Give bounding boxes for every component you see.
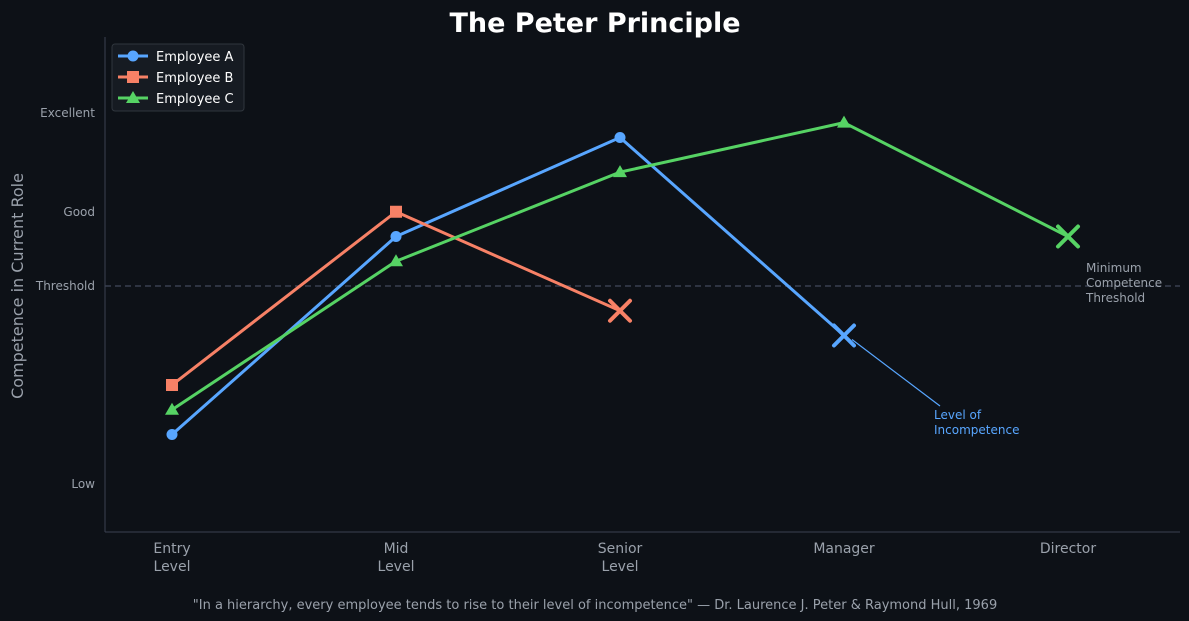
legend-swatch-marker [127, 71, 139, 83]
y-tick-label: Low [71, 477, 95, 491]
x-tick-label: Director [1040, 541, 1096, 557]
data-point [390, 205, 402, 218]
x-tick-label-line: Director [1040, 541, 1096, 557]
x-tick-label-line: Mid [384, 541, 409, 557]
data-point [837, 115, 851, 128]
series-layer [165, 115, 1080, 440]
incompetence-marker-b [1056, 224, 1080, 249]
y-axis-label: Competence in Current Role [8, 173, 27, 399]
incompetence-marker-b [608, 298, 632, 323]
chart-caption: "In a hierarchy, every employee tends to… [193, 598, 997, 613]
series-employee-c [165, 115, 1080, 415]
threshold-layer: Minimum Competence Threshold [105, 261, 1180, 305]
annotation-label-line: Incompetence [934, 423, 1019, 437]
x-tick-label-line: Senior [598, 541, 643, 557]
y-tick-label: Threshold [35, 279, 95, 293]
x-tick-label: Entry Level [153, 541, 190, 575]
axes: Low Threshold Good Excellent Entry Level Mid Le… [35, 37, 1180, 575]
x-tick-label: Manager [813, 541, 875, 557]
x-tick-label: Senior Level [598, 541, 643, 575]
annotation-layer: Level of Incompetence [851, 339, 1019, 437]
data-point [166, 379, 178, 391]
legend-swatch-marker [127, 50, 139, 62]
annotation-pointer [851, 339, 941, 407]
legend-entry-label: Employee B [156, 71, 233, 86]
threshold-label-line: Minimum [1086, 261, 1142, 275]
annotation-label-line: Level of [934, 408, 982, 422]
data-point [165, 402, 179, 415]
data-point [614, 132, 626, 143]
threshold-label: Minimum Competence Threshold [1085, 261, 1162, 305]
data-point [613, 165, 627, 178]
x-tick-label: Mid Level [378, 541, 415, 575]
x-tick-label-line: Level [378, 559, 415, 575]
data-point [166, 429, 178, 440]
data-point [389, 254, 403, 267]
y-tick-label: Good [63, 205, 95, 219]
x-tick-label-line: Level [602, 559, 639, 575]
incompetence-marker-b [832, 323, 856, 348]
legend-swatch-marker [126, 91, 140, 103]
legend: Employee A Employee B Employee C [111, 43, 245, 112]
threshold-label-line: Competence [1086, 276, 1162, 290]
series-employee-b [166, 205, 632, 391]
x-tick-label-line: Entry [153, 541, 190, 557]
legend-entry-label: Employee C [156, 92, 234, 107]
legend-entry-label: Employee A [156, 50, 234, 65]
x-tick-label-line: Manager [813, 541, 875, 557]
data-point [390, 231, 402, 242]
y-tick-label: Excellent [40, 106, 95, 120]
chart-title: The Peter Principle [449, 8, 740, 39]
threshold-label-line: Threshold [1085, 291, 1145, 305]
legend-box [111, 43, 245, 112]
x-tick-label-line: Level [154, 559, 191, 575]
annotation-label: Level of Incompetence [934, 408, 1019, 437]
